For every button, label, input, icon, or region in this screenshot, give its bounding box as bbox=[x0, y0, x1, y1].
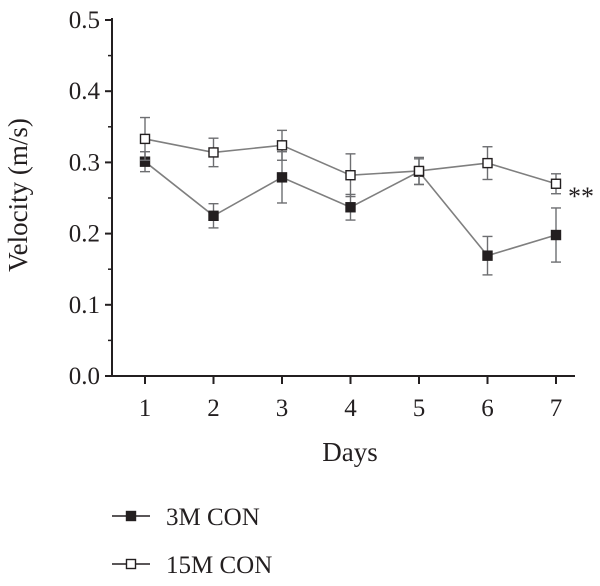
x-tick-label: 4 bbox=[344, 395, 357, 422]
legend-marker bbox=[125, 510, 137, 522]
data-point bbox=[345, 170, 356, 181]
plot-area: 0.0 0.1 0.2 0.3 0.4 0.5 1 2 3 4 5 6 7 bbox=[69, 7, 575, 422]
x-tick-label: 7 bbox=[550, 395, 563, 422]
y-tick-label: 0.5 bbox=[69, 7, 100, 34]
series-2 bbox=[139, 116, 562, 198]
legend-marker bbox=[125, 558, 137, 570]
data-point bbox=[345, 202, 356, 213]
x-tick-label: 3 bbox=[276, 395, 289, 422]
data-point bbox=[482, 157, 493, 169]
data-point bbox=[550, 178, 562, 189]
legend-label: 15M CON bbox=[166, 552, 272, 579]
y-tick-label: 0.4 bbox=[69, 78, 101, 105]
data-point bbox=[550, 229, 562, 241]
x-tick-label: 5 bbox=[413, 395, 426, 422]
y-tick-label: 0.2 bbox=[69, 221, 100, 248]
data-point bbox=[413, 165, 425, 177]
x-axis-label: Days bbox=[322, 437, 378, 467]
y-tick-label: 0.3 bbox=[69, 149, 100, 176]
y-tick-label: 0.1 bbox=[69, 292, 100, 319]
data-point bbox=[276, 172, 288, 183]
data-point bbox=[276, 140, 288, 151]
data-point bbox=[208, 210, 219, 222]
legend-item: 3M CON bbox=[112, 504, 260, 531]
x-tick-label: 1 bbox=[139, 395, 152, 422]
series-1 bbox=[139, 151, 562, 276]
data-point bbox=[208, 147, 219, 158]
y-axis-label: Velocity (m/s) bbox=[3, 118, 33, 272]
data-point bbox=[139, 133, 151, 145]
legend-item: 15M CON bbox=[112, 552, 272, 579]
x-tick-label: 6 bbox=[481, 395, 494, 422]
x-tick-label: 2 bbox=[207, 395, 220, 422]
legend: 3M CON 15M CON bbox=[112, 504, 272, 579]
significance-annotation: ** bbox=[568, 182, 594, 211]
legend-label: 3M CON bbox=[166, 504, 260, 531]
y-tick-label: 0.0 bbox=[69, 363, 100, 390]
data-point bbox=[482, 250, 493, 261]
